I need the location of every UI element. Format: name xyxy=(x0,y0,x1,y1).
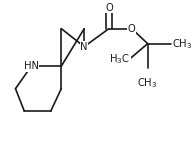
Text: N: N xyxy=(81,42,88,52)
Text: CH$_3$: CH$_3$ xyxy=(172,37,193,50)
Text: H$_3$C: H$_3$C xyxy=(109,52,130,65)
Text: O: O xyxy=(128,24,136,34)
Text: CH$_3$: CH$_3$ xyxy=(137,77,158,90)
Text: O: O xyxy=(105,3,113,13)
Text: HN: HN xyxy=(24,61,39,71)
